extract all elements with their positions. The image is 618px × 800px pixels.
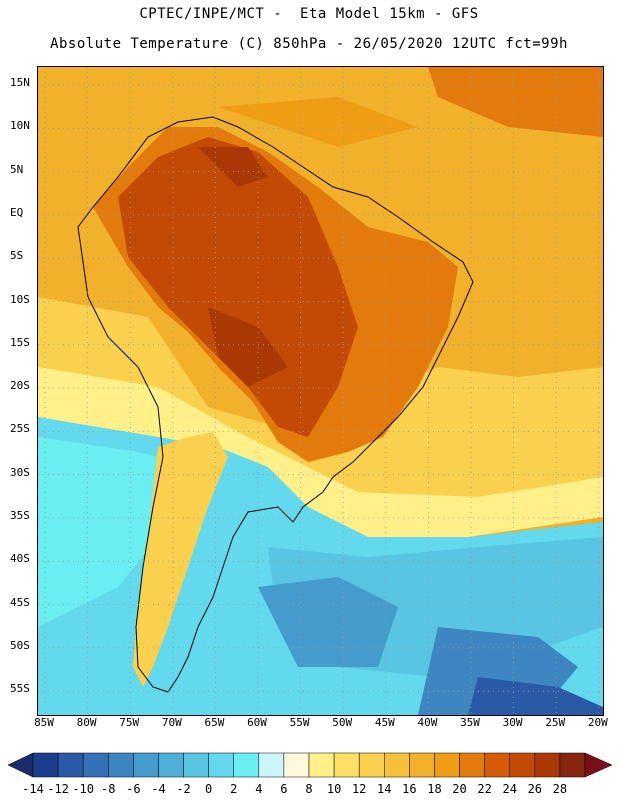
lat-label: 50S	[10, 638, 30, 652]
colorbar-swatch	[233, 752, 260, 778]
graticule	[38, 67, 603, 715]
map-canvas	[38, 67, 603, 715]
lat-label: 25S	[10, 422, 30, 436]
colorbar-swatch	[133, 752, 159, 778]
cold-core	[258, 577, 398, 667]
colorbar-swatch	[509, 752, 536, 778]
colorbar-label: 12	[351, 782, 367, 796]
lat-label: 15S	[10, 335, 30, 349]
lat-label: 20S	[10, 379, 30, 393]
colorbar-label: 18	[427, 782, 442, 796]
light-yellow-belt	[38, 367, 603, 537]
colorbar-label: 2	[230, 782, 238, 796]
yellow-belt	[38, 297, 603, 507]
lon-label: 45W	[374, 716, 395, 729]
colorbar-under-arrow	[7, 752, 34, 778]
colorbar-swatch	[534, 752, 561, 778]
colorbar-over-arrow	[584, 752, 613, 778]
colorbar-label: -6	[126, 782, 141, 796]
colorbar-swatch	[158, 752, 184, 778]
lat-label: 5S	[10, 249, 24, 263]
warm-band-north-2	[218, 97, 418, 147]
colorbar-swatch	[308, 752, 335, 778]
lon-label: 65W	[204, 716, 225, 729]
colorbar-label: 14	[377, 782, 392, 796]
lon-label: 75W	[119, 716, 140, 729]
lat-label: 55S	[10, 682, 30, 696]
colorbar-label: -10	[72, 782, 95, 796]
lat-label: 10N	[10, 119, 30, 133]
lat-label: EQ	[10, 205, 24, 219]
lat-label: 15N	[10, 76, 30, 89]
colorbar-label: 8	[305, 782, 313, 796]
colorbar-label: -2	[176, 782, 191, 796]
colorbar-swatch	[434, 752, 460, 778]
lon-label: 40W	[417, 716, 438, 729]
colorbar-swatch	[459, 752, 485, 778]
lon-label: 80W	[76, 716, 97, 729]
warm-band-north	[428, 67, 603, 137]
colorbar	[7, 752, 613, 778]
lon-label: 70W	[161, 716, 182, 729]
colorbar-swatch	[283, 752, 310, 778]
colorbar-swatch	[384, 752, 410, 778]
colorbar-swatch	[32, 752, 59, 778]
title-line-1: CPTEC/INPE/MCT - Eta Model 15km - GFS	[139, 6, 479, 22]
andes-strip	[133, 432, 228, 687]
colorbar-swatch	[559, 752, 586, 778]
hot-spot-center	[208, 307, 288, 387]
lon-label: 50W	[332, 716, 353, 729]
lat-label: 35S	[10, 509, 30, 522]
lon-label: 30W	[502, 716, 523, 729]
colorbar-swatch	[258, 752, 285, 778]
colorbar-label: 16	[402, 782, 417, 796]
colorbar-label: 6	[280, 782, 288, 796]
lon-label: 55W	[289, 716, 310, 729]
colorbar-swatch	[358, 752, 385, 778]
temperature-map	[37, 66, 604, 716]
coastline	[77, 116, 474, 693]
lat-label: 40S	[10, 552, 30, 566]
colorbar-label: 22	[477, 782, 492, 796]
colorbar-label: -8	[101, 782, 116, 796]
colorbar-label: 24	[502, 782, 517, 796]
colorbar-swatch	[409, 752, 435, 778]
lat-label: 30S	[10, 465, 30, 479]
colorbar-swatch	[82, 752, 109, 778]
colorbar-label: 4	[255, 782, 263, 796]
colorbar-swatch	[208, 752, 234, 778]
continent-hot-core	[118, 137, 358, 437]
lon-label: 85W	[34, 716, 54, 729]
lon-label: 20W	[587, 716, 608, 729]
colorbar-swatch	[57, 752, 84, 778]
colorbar-swatch	[183, 752, 209, 778]
colorbar-label: 20	[452, 782, 467, 796]
colorbar-swatch	[333, 752, 360, 778]
colorbar-label: -12	[47, 782, 69, 796]
coldest-core	[468, 677, 603, 715]
lat-label: 10S	[10, 292, 30, 306]
colorbar-label: 10	[326, 782, 342, 796]
colorbar-label: 28	[552, 782, 568, 796]
colorbar-swatch	[484, 752, 510, 778]
lon-label: 25W	[545, 716, 566, 729]
colorbar-label: -4	[151, 782, 166, 796]
lon-label: 35W	[460, 716, 480, 729]
colorbar-label: 0	[205, 782, 213, 796]
colorbar-label: 26	[527, 782, 543, 796]
colorbar-swatch	[108, 752, 134, 778]
lon-label: 60W	[247, 716, 267, 729]
lat-label: 45S	[10, 595, 30, 609]
colorbar-label: -14	[22, 782, 44, 796]
lat-label: 5N	[10, 162, 24, 176]
title-line-2: Absolute Temperature (C) 850hPa - 26/05/…	[50, 36, 568, 52]
